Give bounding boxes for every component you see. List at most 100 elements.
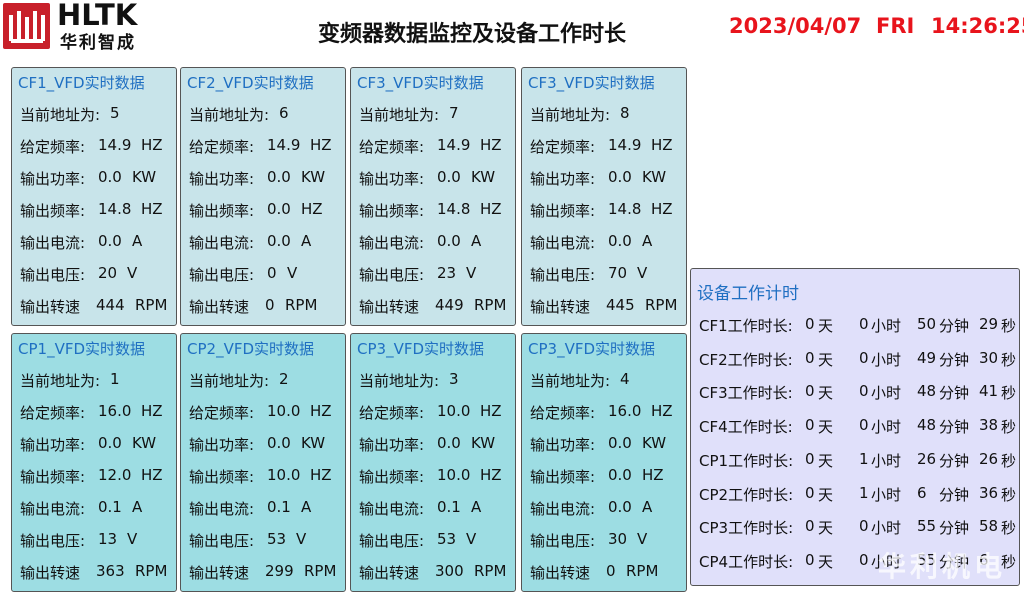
address-value: 7 xyxy=(449,104,459,122)
field-unit: HZ xyxy=(310,466,332,484)
timer-label: CP1工作时长: xyxy=(699,451,794,470)
field-unit: KW xyxy=(471,168,496,186)
panel-title: CP3_VFD实时数据 xyxy=(528,340,656,358)
logo-text: HLTK xyxy=(57,0,138,32)
field-value: 0.0 xyxy=(608,466,632,484)
panel-title: CP2_VFD实时数据 xyxy=(187,340,315,358)
field-label: 输出电压: xyxy=(189,532,255,550)
address-label: 当前地址为: xyxy=(530,106,611,124)
field-value: 0.0 xyxy=(437,168,461,186)
field-label: 输出电流: xyxy=(189,500,255,518)
timer-unit: 分钟 xyxy=(939,384,970,403)
field-value: 53 xyxy=(437,530,457,548)
panel-title: CF2_VFD实时数据 xyxy=(187,74,314,92)
timer-unit: 天 xyxy=(818,384,834,403)
field-label: 输出电压: xyxy=(20,266,86,284)
field-unit: KW xyxy=(471,434,496,452)
timer-unit: 天 xyxy=(818,451,834,470)
field-unit: V xyxy=(466,530,477,548)
field-label: 输出电压: xyxy=(20,532,86,550)
field-label: 给定频率: xyxy=(189,138,255,156)
timer-value: 0 xyxy=(859,315,869,333)
field-value: 70 xyxy=(608,264,628,282)
field-label: 输出电压: xyxy=(530,532,596,550)
timer-value: 48 xyxy=(917,416,937,435)
timer-unit: 天 xyxy=(818,317,834,335)
timer-unit: 小时 xyxy=(871,519,902,538)
field-label: 输出功率: xyxy=(530,170,596,188)
field-unit: HZ xyxy=(141,466,163,484)
field-label: 输出转速 xyxy=(20,298,81,316)
timer-unit: 秒 xyxy=(1001,451,1017,470)
field-value: 10.0 xyxy=(267,402,301,420)
timer-value: 0 xyxy=(859,348,869,367)
timer-unit: 天 xyxy=(818,418,834,437)
field-label: 输出频率: xyxy=(189,202,255,220)
field-label: 输出电流: xyxy=(530,234,596,252)
timer-value: 36 xyxy=(979,483,999,502)
field-value: 13 xyxy=(98,530,118,548)
field-value: 0 xyxy=(267,264,277,282)
field-label: 输出功率: xyxy=(189,170,255,188)
timer-value: 0 xyxy=(805,416,815,435)
field-unit: HZ xyxy=(651,402,673,420)
field-value: 363 xyxy=(96,562,125,580)
vfd-panel: CF1_VFD实时数据 当前地址为: 5 给定频率: 14.9 HZ 输出功率: 0.0 KW 输… xyxy=(11,67,177,326)
field-value: 10.0 xyxy=(267,466,301,484)
field-value: 0.0 xyxy=(437,232,461,250)
field-unit: A xyxy=(642,232,653,250)
field-unit: A xyxy=(132,498,143,516)
timer-unit: 秒 xyxy=(1001,418,1017,437)
field-label: 输出电流: xyxy=(20,234,86,252)
field-value: 0.0 xyxy=(267,168,291,186)
field-value: 0.0 xyxy=(437,434,461,452)
timer-value: 38 xyxy=(979,416,999,435)
address-label: 当前地址为: xyxy=(359,106,440,124)
panel-title: CF1_VFD实时数据 xyxy=(18,74,145,92)
timer-panel: 设备工作计时 CF1工作时长: 0 天 0 小时 50 分钟 29 秒 CF2工作时长: 0 天 0 小时 4… xyxy=(690,268,1020,586)
field-unit: HZ xyxy=(141,200,163,218)
address-value: 2 xyxy=(279,370,289,388)
field-unit: HZ xyxy=(480,200,502,218)
field-value: 14.9 xyxy=(437,136,471,154)
field-value: 0.0 xyxy=(608,434,632,452)
timer-value: 0 xyxy=(805,449,815,468)
field-label: 输出功率: xyxy=(359,170,425,188)
timer-unit: 分钟 xyxy=(939,519,970,538)
field-value: 0.1 xyxy=(267,498,291,516)
timer-value: 0 xyxy=(859,517,869,536)
field-unit: HZ xyxy=(141,136,163,154)
field-unit: RPM xyxy=(135,296,168,314)
timer-unit: 秒 xyxy=(1001,384,1017,403)
timer-unit: 小时 xyxy=(871,552,902,571)
timer-value: 0 xyxy=(859,416,869,435)
timer-unit: 秒 xyxy=(1001,350,1017,369)
panel-title: CF3_VFD实时数据 xyxy=(357,74,484,92)
field-unit: A xyxy=(471,498,482,516)
field-unit: V xyxy=(637,530,648,548)
address-label: 当前地址为: xyxy=(20,106,101,124)
field-unit: KW xyxy=(301,434,326,452)
page-title: 变频器数据监控及设备工作时长 xyxy=(318,22,627,47)
field-label: 输出转速 xyxy=(189,298,250,316)
timer-unit: 小时 xyxy=(871,384,902,403)
vfd-panel: CF3_VFD实时数据 当前地址为: 8 给定频率: 14.9 HZ 输出功率: 0.0 KW 输… xyxy=(521,67,687,326)
field-label: 给定频率: xyxy=(359,404,425,422)
timer-label: CP3工作时长: xyxy=(699,519,794,538)
field-unit: V xyxy=(127,530,138,548)
field-value: 299 xyxy=(265,562,294,580)
timer-unit: 秒 xyxy=(1001,485,1017,504)
field-value: 30 xyxy=(608,530,628,548)
panel-title: CP1_VFD实时数据 xyxy=(18,340,146,358)
field-unit: HZ xyxy=(310,136,332,154)
field-unit: A xyxy=(301,498,312,516)
field-value: 0.0 xyxy=(267,434,291,452)
field-unit: HZ xyxy=(651,200,673,218)
timer-unit: 小时 xyxy=(871,451,902,470)
timer-value: 48 xyxy=(917,382,937,401)
timer-unit: 小时 xyxy=(871,350,902,369)
field-label: 输出功率: xyxy=(20,436,86,454)
field-unit: KW xyxy=(642,434,667,452)
field-unit: RPM xyxy=(645,296,678,314)
timer-value: 30 xyxy=(979,348,999,367)
